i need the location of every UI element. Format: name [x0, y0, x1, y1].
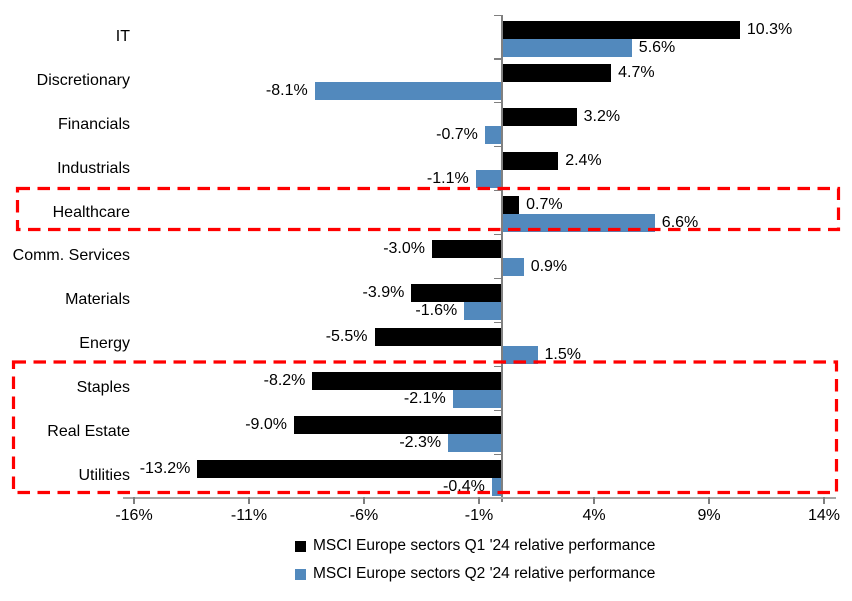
x-axis-tick-label: -16%	[115, 507, 153, 524]
x-axis-tick-label: -6%	[349, 507, 379, 524]
row-boundary-tick	[494, 14, 502, 16]
q1-bar-materials	[411, 283, 501, 302]
q1-value-label: -5.5%	[325, 327, 368, 345]
category-label: Financials	[57, 115, 130, 133]
q2-bar-healthcare	[503, 214, 655, 233]
row-boundary-tick	[494, 102, 502, 104]
x-axis-tick	[478, 497, 480, 504]
category-label: Energy	[79, 335, 130, 353]
q2-bar-materials	[464, 301, 501, 320]
q2-value-label: -2.3%	[399, 433, 442, 451]
x-axis-tick	[248, 497, 250, 504]
q1-bar-discretionary	[503, 64, 612, 83]
q1-bar-financials	[503, 108, 577, 127]
x-axis-tick-label: -11%	[230, 507, 268, 524]
q2-bar-financials	[484, 126, 501, 145]
legend-label-q1: MSCI Europe sectors Q1 '24 relative perf…	[313, 537, 656, 554]
q2-value-label: -0.4%	[443, 477, 485, 495]
q2-value-label: 5.6%	[638, 38, 676, 56]
q2-value-label: -8.1%	[265, 82, 308, 100]
row-boundary-tick	[494, 58, 502, 60]
x-axis-tick-label: 4%	[582, 507, 606, 524]
x-axis-tick	[708, 497, 710, 504]
q1-value-label: 2.4%	[565, 152, 602, 170]
category-label: Utilities	[78, 466, 130, 484]
q2-bar-utilities	[491, 477, 501, 496]
x-axis-tick	[593, 497, 595, 504]
category-label: Real Estate	[47, 423, 130, 441]
category-label: Discretionary	[36, 71, 130, 89]
q1-bar-staples	[312, 371, 501, 390]
q1-value-label: -13.2%	[139, 459, 191, 477]
category-label: IT	[115, 27, 130, 45]
q1-value-label: 10.3%	[746, 20, 793, 38]
q1-bar-healthcare	[503, 196, 520, 215]
q2-bar-energy	[503, 345, 538, 364]
q2-value-label: 0.9%	[530, 258, 568, 275]
row-boundary-tick	[494, 277, 502, 280]
q2-bar-comm-services	[503, 258, 524, 276]
category-label: Industrials	[57, 159, 130, 177]
q2-value-label: 6.6%	[661, 214, 699, 232]
x-axis-tick-label: -1%	[464, 507, 494, 524]
q1-value-label: 3.2%	[583, 108, 621, 126]
q2-bar-it	[503, 38, 632, 57]
q2-bar-staples	[452, 389, 501, 408]
q1-value-label: -8.2%	[263, 371, 306, 389]
x-axis-tick-label: 9%	[697, 507, 721, 524]
q1-value-label: -9.0%	[245, 415, 287, 433]
row-boundary-tick	[494, 146, 502, 148]
category-label: Healthcare	[52, 203, 130, 221]
q1-value-label: -3.0%	[383, 240, 425, 257]
q2-value-label: -2.1%	[403, 389, 446, 407]
legend-item-q1: MSCI Europe sectors Q1 '24 relative perf…	[295, 537, 655, 555]
q1-bar-it	[503, 20, 740, 39]
q2-value-label: -1.1%	[426, 170, 469, 188]
q2-bar-industrials	[475, 170, 501, 189]
legend-marker-q1-icon	[295, 540, 306, 552]
category-axis-line	[501, 15, 503, 502]
row-boundary-tick	[494, 234, 502, 236]
category-label: Materials	[65, 291, 130, 309]
q1-value-label: -3.9%	[362, 283, 405, 301]
q1-bar-industrials	[503, 152, 559, 171]
q1-bar-real-estate	[294, 415, 501, 434]
q1-value-label: 4.7%	[618, 64, 655, 82]
q2-value-label: -0.7%	[436, 126, 478, 144]
q2-bar-real-estate	[448, 433, 501, 452]
q1-bar-utilities	[197, 459, 501, 478]
x-axis-tick	[363, 497, 365, 504]
q2-bar-discretionary	[314, 82, 501, 101]
legend: MSCI Europe sectors Q1 '24 relative perf…	[295, 537, 655, 593]
row-boundary-tick	[494, 321, 502, 323]
legend-item-q2: MSCI Europe sectors Q2 '24 relative perf…	[295, 565, 655, 583]
legend-label-q2: MSCI Europe sectors Q2 '24 relative perf…	[313, 565, 656, 582]
x-axis-tick	[133, 497, 135, 504]
category-label: Staples	[76, 379, 130, 397]
legend-marker-q2-icon	[295, 568, 306, 580]
q1-value-label: 0.7%	[526, 196, 563, 214]
q2-value-label: -1.6%	[415, 301, 458, 319]
category-label: Comm. Services	[12, 247, 130, 265]
q1-bar-comm-services	[432, 240, 501, 258]
highlight-box-healthcare	[15, 186, 841, 232]
q2-value-label: 1.5%	[544, 345, 581, 363]
x-axis-tick	[823, 497, 825, 504]
q1-bar-energy	[374, 327, 501, 346]
x-axis-tick-label: 14%	[807, 507, 841, 524]
